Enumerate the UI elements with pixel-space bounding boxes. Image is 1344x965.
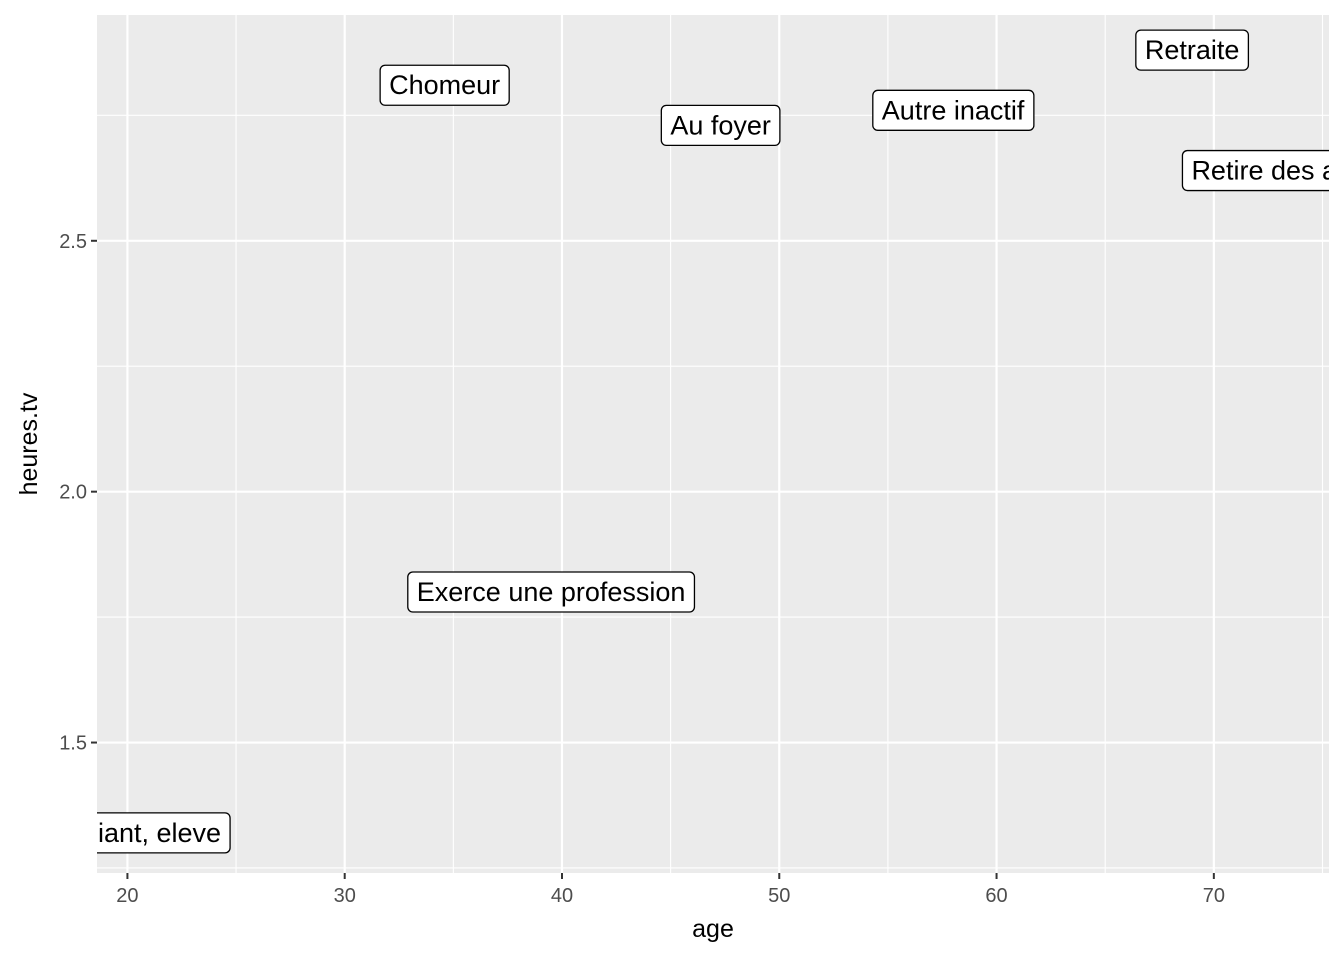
point-label: Retraite <box>1135 29 1250 71</box>
x-tick-label: 40 <box>551 885 573 907</box>
label-group: Etudiant, eleve Chomeur Exerce une profess… <box>42 29 1344 854</box>
label-text: Exerce une profession <box>417 577 686 607</box>
point-label: Etudiant, eleve <box>42 812 231 854</box>
point-label: Retire des affaires <box>1181 149 1344 192</box>
label-text: Retraite <box>1145 35 1240 65</box>
label-box <box>872 89 1035 131</box>
point-label: Chomeur <box>379 64 510 106</box>
x-tick-label: 50 <box>768 885 790 907</box>
point-label: Autre inactif <box>872 89 1035 131</box>
y-tick-label: 2.0 <box>59 482 87 504</box>
label-box <box>407 571 696 613</box>
label-box <box>1181 149 1329 192</box>
point-label: Au foyer <box>660 104 781 147</box>
label-text: Autre inactif <box>882 95 1025 125</box>
y-tick-label: 1.5 <box>59 733 87 755</box>
axes: 20 30 40 50 60 70 1.5 2.0 2.5 <box>59 231 1225 907</box>
label-box <box>379 64 510 106</box>
y-tick-label: 2.5 <box>59 231 87 253</box>
y-axis-title: heures.tv <box>15 392 43 495</box>
x-tick-label: 20 <box>116 885 138 907</box>
label-box <box>660 104 781 147</box>
x-axis-title: age <box>692 915 734 943</box>
point-label: Exerce une profession <box>407 571 696 613</box>
label-text: Etudiant, eleve <box>42 818 221 848</box>
point-labels: Etudiant, eleve Chomeur Exerce une profess… <box>42 29 1344 854</box>
label-text: Chomeur <box>389 70 500 100</box>
panel-background <box>97 15 1329 873</box>
x-tick-label: 60 <box>985 885 1007 907</box>
label-text: Au foyer <box>670 110 771 140</box>
plot-panel <box>97 15 1329 873</box>
label-box <box>1135 29 1250 71</box>
label-box <box>97 812 231 854</box>
x-tick-label: 30 <box>334 885 356 907</box>
label-text: Retire des affaires <box>1191 156 1344 186</box>
x-tick-label: 70 <box>1203 885 1225 907</box>
